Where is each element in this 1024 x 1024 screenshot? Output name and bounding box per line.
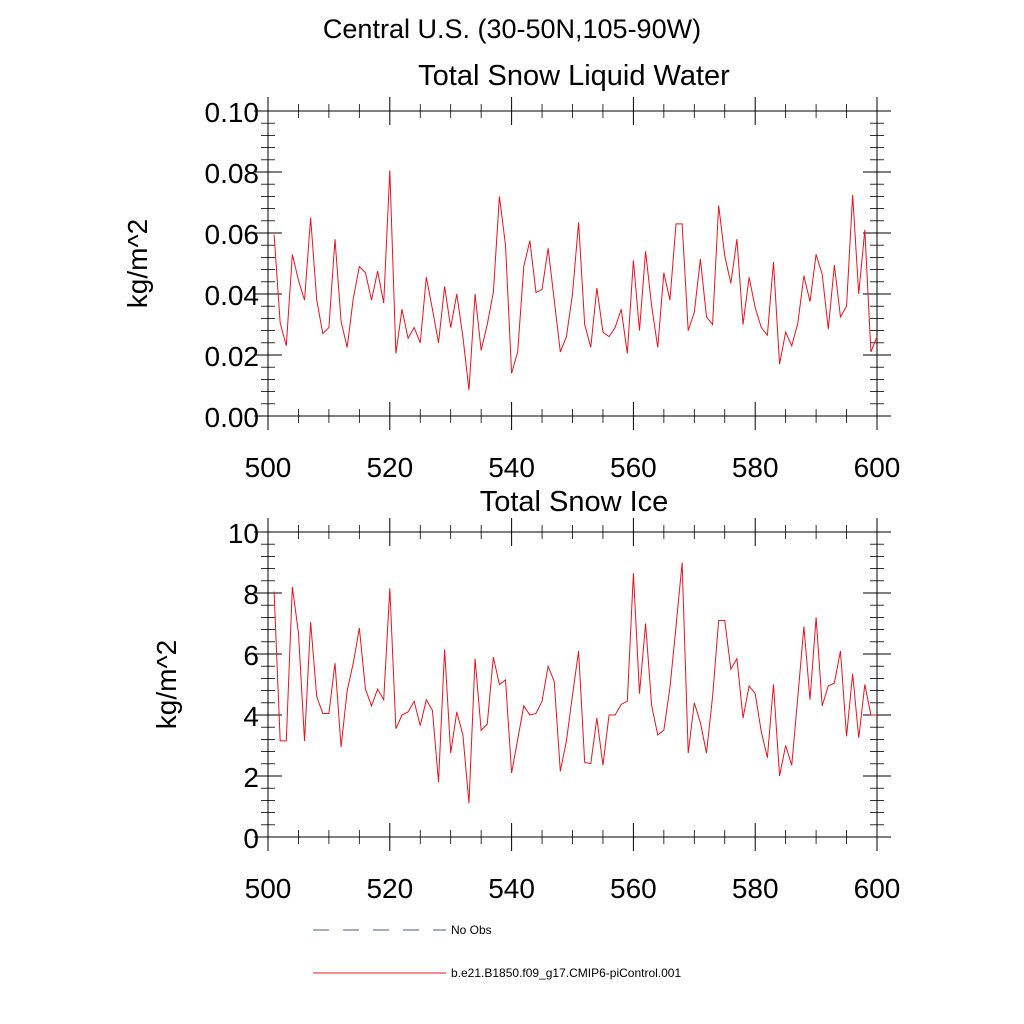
legend: No Obs b.e21.B1850.f09_g17.CMIP6-piContr… [313,923,681,980]
top-panel-title: Total Snow Liquid Water [418,60,730,92]
y-axis-label: kg/m^2 [122,219,153,308]
y-tick-label: 0.08 [205,158,260,189]
y-tick-label: 8 [243,579,259,610]
x-tick-label: 500 [245,873,292,904]
y-tick-label: 0.02 [205,341,260,372]
legend-label-model: b.e21.B1850.f09_g17.CMIP6-piControl.001 [451,966,681,980]
x-tick-label: 560 [610,873,657,904]
plot-frame [267,531,878,838]
x-tick-label: 520 [366,452,413,483]
top-panel-snow-liquid-water: 0.00 0.02 0.04 0.06 0.08 0.10 500 520 540 560 580 6… [122,97,900,483]
y-tick-label: 0.00 [205,402,260,433]
bottom-panel-title: Total Snow Ice [479,486,669,518]
bottom-panel-snow-ice: 0 2 4 6 8 10 500 520 540 560 580 600 kg/m^2 [151,518,900,904]
series-line-model [273,562,877,804]
x-tick-label: 540 [488,452,535,483]
legend-label-no-obs: No Obs [451,923,492,937]
x-tick-label: 600 [854,452,901,483]
y-tick-label: 0.10 [205,97,260,128]
x-tick-label: 560 [610,452,657,483]
x-tick-label: 540 [488,873,535,904]
x-tick-label: 580 [732,452,779,483]
x-tick-label: 580 [732,873,779,904]
x-tick-label: 500 [245,452,292,483]
plot-frame [267,110,878,417]
y-tick-label: 2 [243,762,259,793]
figure-suptitle: Central U.S. (30-50N,105-90W) [322,14,702,44]
x-tick-label: 520 [366,873,413,904]
y-tick-label: 6 [243,640,259,671]
y-axis-label: kg/m^2 [151,640,182,729]
y-tick-label: 0.06 [205,219,260,250]
y-tick-label: 0 [243,823,259,854]
y-tick-label: 10 [228,518,259,549]
y-tick-label: 4 [243,701,259,732]
x-tick-label: 600 [854,873,901,904]
y-tick-label: 0.04 [205,280,260,311]
series-line-model [273,170,878,391]
